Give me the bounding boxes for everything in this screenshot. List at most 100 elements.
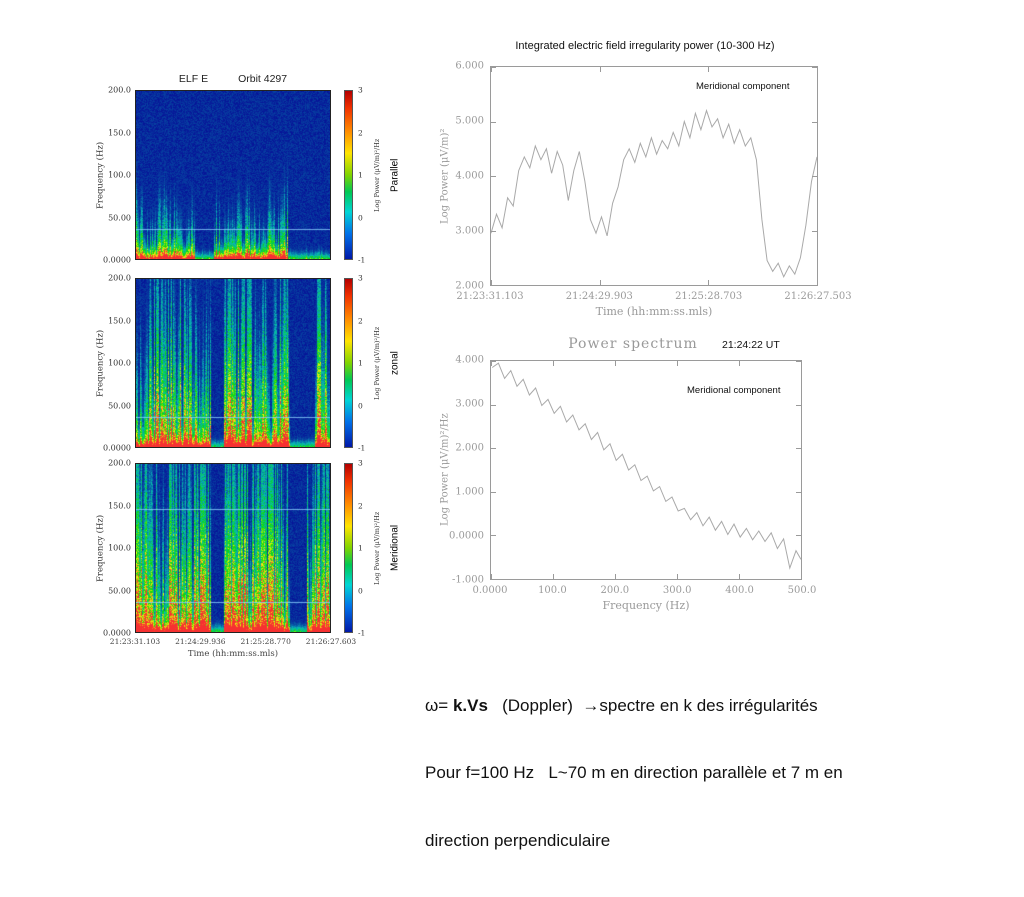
tick-label: 200.0 (108, 458, 131, 468)
caption-line-3: direction perpendiculaire (425, 830, 611, 850)
component-label-zonal: zonal (389, 351, 401, 375)
tick-label: 0.0000 (449, 530, 484, 542)
colorbar-ticks: 3 2 1 0 -1 (357, 86, 372, 265)
caption-line1-rest: (Doppler) →spectre en k des irrégularité… (487, 695, 818, 715)
tick-mark (812, 67, 817, 68)
tick-label: 50.00 (108, 401, 131, 410)
tick-label: 21:25:28.770 (240, 637, 291, 646)
tick-label: -1 (358, 443, 366, 453)
tick-label: 3 (358, 458, 363, 468)
tick-label: 400.0 (725, 585, 754, 596)
tick-label: 1.000 (455, 486, 484, 498)
tick-mark (491, 285, 496, 286)
colorbar-label: Log Power (μV/m)²/Hz (373, 511, 381, 585)
tick-mark (677, 361, 678, 366)
tick-mark (739, 574, 740, 579)
tick-label: 21:23:31.103 (109, 637, 161, 646)
frequency-axis-ticks: 200.0 150.0 100.0 50.00 0.0000 (103, 459, 133, 638)
power-spectrum-xticks: 0.0000 100.0 200.0 300.0 400.0 500.0 (473, 585, 817, 597)
tick-label: 21:26:27.503 (784, 291, 852, 302)
tick-mark (796, 535, 801, 537)
spectrogram-title: ELF E Orbit 4297 (135, 73, 331, 85)
spectrogram-panel-meridional: Frequency (Hz) 200.0 150.0 100.0 50.00 0.000… (95, 459, 407, 638)
frequency-axis-ticks: 200.0 150.0 100.0 50.00 0.0000 (103, 86, 133, 265)
integrated-power-xticks: 21:23:31.103 21:24:29.903 21:25:28.703 21:2… (456, 291, 851, 303)
tick-label: 0.0000 (103, 628, 131, 638)
time-axis-ticks: 21:23:31.103 21:24:29.936 21:25:28.770 21:2… (110, 637, 356, 647)
tick-mark (796, 491, 801, 493)
tick-mark (812, 121, 817, 123)
caption-omega: ω= (425, 695, 453, 715)
tick-mark (708, 67, 710, 72)
power-spectrum-ylabel: Log Power (μV/m)²/Hz (439, 413, 451, 527)
tick-label: 2.000 (455, 442, 484, 454)
tick-mark (796, 579, 801, 580)
spectrogram-panel-zonal: Frequency (Hz) 200.0 150.0 100.0 50.00 0.000… (95, 274, 407, 453)
tick-label: 100.0 (108, 358, 131, 368)
power-spectrum-yticks: 4.000 3.000 2.000 1.000 0.0000 -1.000 (449, 355, 486, 586)
caption-kvs: k.Vs (452, 695, 488, 715)
frequency-axis-label: Frequency (Hz) (95, 514, 106, 582)
tick-label: 2.000 (455, 280, 484, 292)
tick-mark (553, 361, 554, 366)
tick-label: 5.000 (455, 115, 484, 127)
tick-mark (812, 285, 817, 286)
tick-mark (491, 574, 492, 579)
tick-mark (739, 361, 740, 366)
tick-label: 300.0 (662, 585, 692, 596)
colorbar (344, 463, 353, 633)
tick-mark (491, 67, 492, 72)
tick-label: 4.000 (455, 170, 484, 182)
frequency-axis-label: Frequency (Hz) (95, 141, 106, 209)
tick-mark (491, 361, 496, 362)
tick-label: 21:24:29.903 (565, 291, 633, 302)
tick-label: 21:23:31.103 (456, 291, 524, 302)
tick-mark (615, 361, 616, 366)
colorbar-ticks: 3 2 1 0 -1 (357, 459, 372, 638)
tick-mark (491, 491, 496, 493)
tick-mark (796, 361, 801, 362)
tick-label: 150.0 (108, 128, 131, 137)
caption-line-1: ω= k.Vs (Doppler) →spectre en k des irré… (425, 695, 1005, 717)
frequency-axis-ticks: 200.0 150.0 100.0 50.00 0.0000 (103, 274, 133, 453)
frequency-axis-label: Frequency (Hz) (95, 329, 106, 397)
tick-label: 0 (358, 586, 363, 595)
component-label-meridional: Meridional (389, 524, 401, 572)
colorbar-ticks: 3 2 1 0 -1 (357, 274, 372, 453)
tick-label: 2 (358, 316, 363, 325)
integrated-power-yticks: 6.000 5.000 4.000 3.000 2.000 (452, 61, 486, 292)
slide: ELF E Orbit 4297 Frequency (Hz) 200.0 150.… (95, 40, 852, 850)
spectrogram-title-right: Orbit 4297 (238, 73, 288, 85)
tick-label: 100.0 (108, 543, 131, 553)
tick-label: 200.0 (108, 85, 131, 95)
caption-text: ω= k.Vs (Doppler) →spectre en k des irré… (425, 650, 1005, 897)
tick-label: 3 (358, 85, 363, 95)
integrated-power-title: Integrated electric field irregularity p… (515, 40, 775, 52)
integrated-power-annotation: Meridional component (696, 81, 790, 92)
tick-mark (677, 574, 678, 579)
component-label-parallel: Parallel (389, 158, 401, 192)
tick-label: 2 (358, 128, 363, 137)
tick-label: 100.0 (538, 585, 567, 596)
tick-mark (796, 404, 801, 406)
tick-mark (491, 280, 492, 285)
tick-label: 100.0 (108, 170, 131, 180)
caption-line-2: Pour f=100 Hz L~70 m en direction parall… (425, 763, 843, 783)
tick-mark (491, 361, 492, 366)
power-spectrum-line (491, 362, 801, 570)
power-spectrum-xlabel: Frequency (Hz) (602, 599, 690, 612)
tick-mark (599, 280, 601, 285)
tick-mark (491, 67, 496, 68)
tick-label: 21:25:28.703 (675, 291, 743, 302)
tick-label: 200.0 (600, 585, 630, 596)
integrated-power-ylabel: Log Power (μV/m)² (439, 128, 451, 224)
tick-label: 0 (358, 401, 363, 410)
tick-label: 3.000 (455, 225, 484, 237)
integrated-power-line (491, 108, 817, 278)
time-axis-label: Time (hh:mm:ss.mls) (187, 649, 279, 659)
tick-label: 2 (358, 501, 363, 510)
tick-label: -1 (358, 628, 366, 638)
tick-mark (491, 121, 496, 123)
spectrogram-heatmap-meridional (135, 463, 331, 633)
tick-mark (491, 404, 496, 406)
